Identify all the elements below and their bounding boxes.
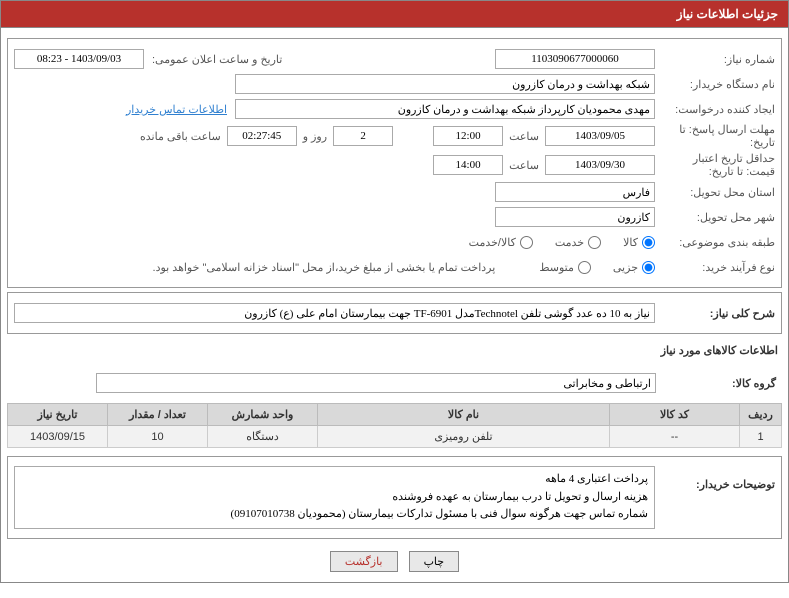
province-input[interactable] [495,182,655,202]
goods-group-input[interactable] [96,373,656,393]
buyer-notes-box: پرداخت اعتباری 4 ماهه هزینه ارسال و تحوی… [14,466,655,529]
action-buttons: چاپ بازگشت [7,543,782,576]
label-min-valid: حداقل تاریخ اعتبار قیمت: تا تاریخ: [655,152,775,178]
radio-both-label: کالا/خدمت [469,236,516,249]
buyer-note-line-2: هزینه ارسال و تحویل تا درب بیمارستان به … [21,489,648,507]
summary-panel: شرح کلی نیاز: [7,292,782,334]
radio-partial-label: جزیی [613,261,638,274]
radio-medium[interactable] [578,261,591,274]
cell-code: -- [610,426,740,448]
buyer-note-line-3: شماره تماس جهت هرگونه سوال فنی با مسئول … [21,506,648,524]
days-input[interactable] [333,126,393,146]
deadline-hour-input[interactable] [433,126,503,146]
city-input[interactable] [495,207,655,227]
goods-info-title: اطلاعات کالاهای مورد نیاز [7,338,782,363]
label-buyer-notes: توضیحات خریدار: [655,466,775,491]
buyer-notes-panel: توضیحات خریدار: پرداخت اعتباری 4 ماهه هز… [7,456,782,539]
label-days-and: روز و [297,130,333,143]
countdown-input[interactable] [227,126,297,146]
back-button[interactable]: بازگشت [330,551,398,572]
payment-note: پرداخت تمام یا بخشی از مبلغ خرید،از محل … [147,261,502,274]
buyer-contact-link[interactable]: اطلاعات تماس خریدار [126,103,227,116]
need-no-input[interactable] [495,49,655,69]
label-hour-1: ساعت [503,130,545,143]
label-deadline: مهلت ارسال پاسخ: تا تاریخ: [655,123,775,149]
radio-partial[interactable] [642,261,655,274]
min-valid-date-input[interactable] [545,155,655,175]
table-row[interactable]: 1--تلفن رومیزیدستگاه101403/09/15 [8,426,782,448]
radio-goods[interactable] [642,236,655,249]
process-radio-group: جزیی متوسط [521,261,655,274]
label-goods-group: گروه کالا: [656,377,776,390]
label-province: استان محل تحویل: [655,186,775,199]
category-radio-group: کالا خدمت کالا/خدمت [451,236,655,249]
label-category: طبقه بندی موضوعی: [655,236,775,249]
radio-service-label: خدمت [555,236,584,249]
label-hour-2: ساعت [503,159,545,172]
radio-service[interactable] [588,236,601,249]
cell-date: 1403/09/15 [8,426,108,448]
label-process: نوع فرآیند خرید: [655,261,775,274]
col-qty: تعداد / مقدار [108,404,208,426]
col-code: کد کالا [610,404,740,426]
col-row: ردیف [740,404,782,426]
label-need-no: شماره نیاز: [655,53,775,66]
radio-both[interactable] [520,236,533,249]
col-name: نام کالا [318,404,610,426]
deadline-date-input[interactable] [545,126,655,146]
details-panel: شماره نیاز: تاریخ و ساعت اعلان عمومی: نا… [7,38,782,288]
radio-goods-label: کالا [623,236,638,249]
radio-medium-label: متوسط [539,261,574,274]
label-remaining: ساعت باقی مانده [134,130,227,143]
cell-name: تلفن رومیزی [318,426,610,448]
cell-n: 1 [740,426,782,448]
col-date: تاریخ نیاز [8,404,108,426]
summary-input[interactable] [14,303,655,323]
label-buyer: نام دستگاه خریدار: [655,78,775,91]
announce-input[interactable] [14,49,144,69]
label-requester: ایجاد کننده درخواست: [655,103,775,116]
page-header: جزئیات اطلاعات نیاز [0,0,789,27]
cell-unit: دستگاه [208,426,318,448]
print-button[interactable]: چاپ [409,551,460,572]
goods-group-panel: گروه کالا: [7,367,782,399]
label-city: شهر محل تحویل: [655,211,775,224]
goods-table: ردیف کد کالا نام کالا واحد شمارش تعداد /… [7,403,782,448]
buyer-input[interactable] [235,74,655,94]
label-summary: شرح کلی نیاز: [655,307,775,320]
min-valid-hour-input[interactable] [433,155,503,175]
col-unit: واحد شمارش [208,404,318,426]
main-frame: شماره نیاز: تاریخ و ساعت اعلان عمومی: نا… [0,27,789,583]
label-announce: تاریخ و ساعت اعلان عمومی: [144,53,294,66]
requester-input[interactable] [235,99,655,119]
cell-qty: 10 [108,426,208,448]
buyer-note-line-1: پرداخت اعتباری 4 ماهه [21,471,648,489]
